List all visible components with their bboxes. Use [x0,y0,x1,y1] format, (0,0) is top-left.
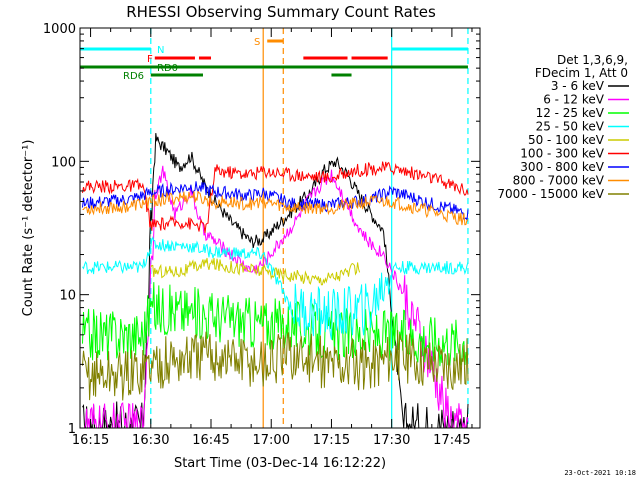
footer-date: 23-Oct-2021 10:18 [564,469,636,477]
series-line-6 [82,181,469,222]
legend-label-6: 300 - 800 keV [520,160,604,174]
series-line-8 [82,330,469,401]
legend-header-0: Det 1,3,6,9, [557,53,628,67]
flag-rd0-label: RD0 [157,63,178,74]
y-tick-label: 1000 [43,22,76,37]
y-tick-label: 1 [68,422,76,437]
flag-n-label: N [157,45,164,56]
x-tick-label: 16:30 [132,433,169,448]
legend-label-0: 3 - 6 keV [551,79,605,93]
x-tick-label: 16:15 [72,433,109,448]
chart-title: RHESSI Observing Summary Count Rates [126,3,436,21]
series-line-1 [82,165,469,429]
legend-label-3: 25 - 50 keV [536,120,605,134]
series-line-3 [82,236,469,340]
x-axis-label: Start Time (03-Dec-14 16:12:22) [174,456,386,471]
flag-rd6-label: RD6 [123,71,144,82]
x-tick-label: 17:45 [433,433,470,448]
legend-label-4: 50 - 100 keV [528,133,605,147]
plot-area: NF S RD0 RD6 1 10 100 1000 16:15 16:30 16:45 17:00 1… [43,22,481,448]
y-tick-label: 10 [59,289,76,304]
y-axis-label: Count Rate (s⁻¹ detector⁻¹) [21,140,36,317]
legend-header-1: FDecim 1, Att 0 [535,66,628,80]
series-line-2 [82,282,469,367]
series-line-5 [82,161,469,234]
x-tick-label: 17:30 [373,433,410,448]
flag-f-label: F [147,54,153,65]
legend-label-2: 12 - 25 keV [536,106,605,120]
flag-s-label: S [254,37,260,48]
plot-frame [79,27,481,429]
y-tick-label: 100 [51,155,76,170]
series-line-4 [150,257,361,286]
legend-label-5: 100 - 300 keV [520,147,604,161]
x-tick-label: 17:15 [313,433,350,448]
x-tick-label: 16:45 [192,433,229,448]
x-tick-label: 17:00 [253,433,290,448]
legend-label-8: 7000 - 15000 keV [497,187,604,201]
series-line-7 [82,190,468,226]
legend-label-1: 6 - 12 keV [543,93,605,107]
legend-label-7: 800 - 7000 keV [513,174,605,188]
